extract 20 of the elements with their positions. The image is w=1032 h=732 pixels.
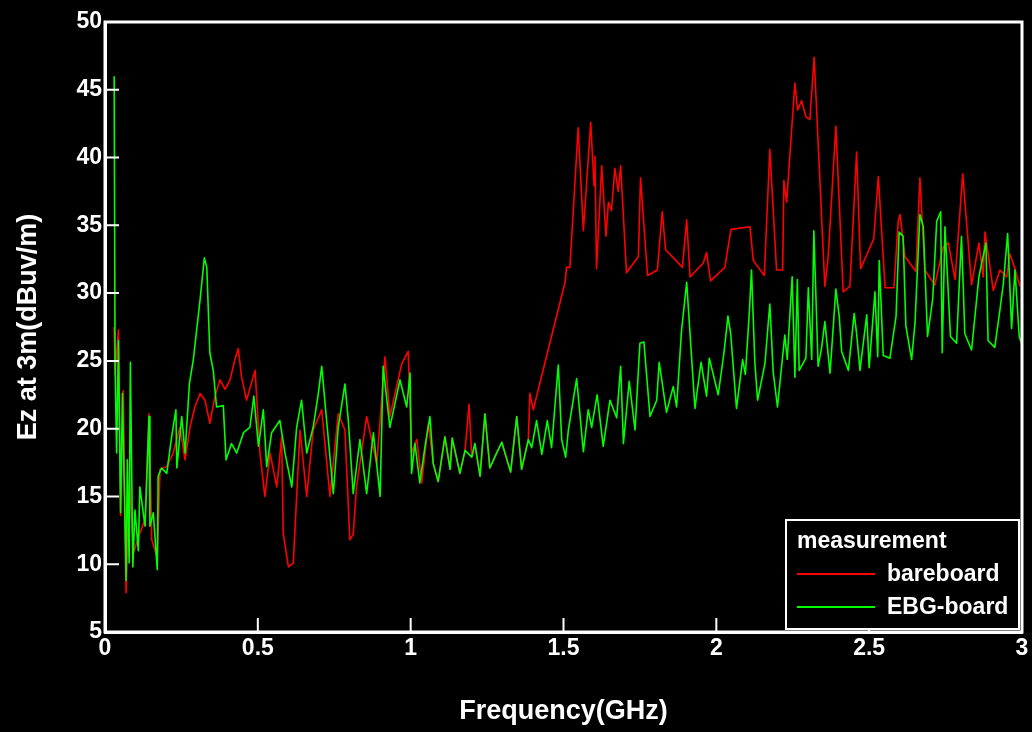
y-tick-label: 40 <box>76 142 102 169</box>
x-tick-label: 2 <box>709 634 723 661</box>
legend-title: measurement <box>797 527 948 554</box>
x-tick-label: 3 <box>1015 634 1029 661</box>
y-tick-label: 30 <box>76 278 102 305</box>
y-tick-label: 15 <box>76 481 103 508</box>
legend-label: bareboard <box>887 560 1000 587</box>
y-tick-label: 45 <box>76 75 103 102</box>
y-tick-label: 20 <box>76 414 102 441</box>
x-tick-label: 2.5 <box>853 634 886 661</box>
x-axis-title: Frequency(GHz) <box>459 695 668 726</box>
x-tick-label: 1.5 <box>547 634 580 661</box>
y-tick-label: 50 <box>76 7 102 34</box>
x-tick-label: 1 <box>404 634 418 661</box>
y-tick-label: 35 <box>76 210 103 237</box>
y-axis-title: Ez at 3m(dBuv/m) <box>11 213 42 441</box>
y-tick-label: 25 <box>76 346 103 373</box>
legend-label: EBG-board <box>887 593 1009 620</box>
x-tick-label: 0.5 <box>241 634 275 661</box>
y-tick-label: 10 <box>76 549 102 576</box>
